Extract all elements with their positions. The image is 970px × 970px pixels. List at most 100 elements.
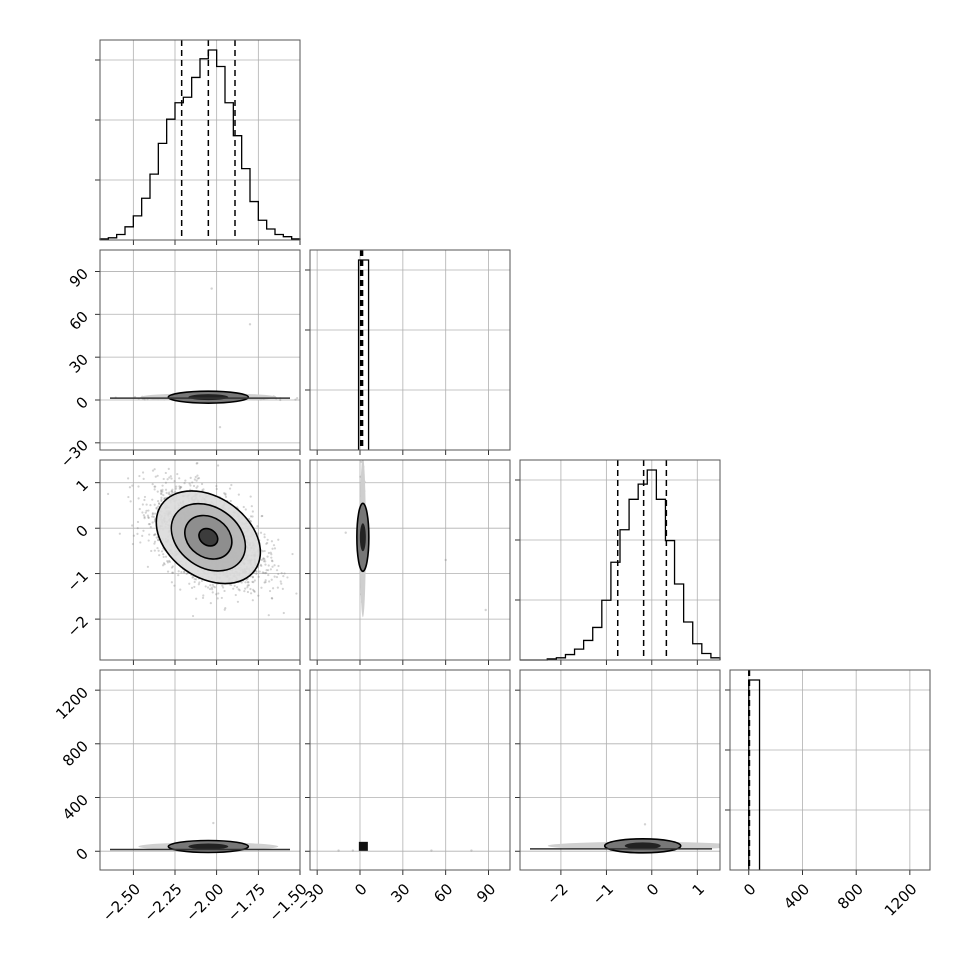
sample-point — [251, 580, 254, 584]
sample-point — [160, 492, 163, 496]
sample-point — [170, 477, 173, 480]
contour — [356, 502, 370, 573]
sample-point — [246, 584, 249, 587]
sample-point — [261, 550, 264, 553]
sample-point — [263, 549, 266, 553]
sample-point — [263, 558, 266, 561]
sample-point — [148, 523, 151, 526]
density-2-0 — [106, 456, 298, 618]
sample-point — [131, 542, 134, 546]
sample-point — [243, 590, 246, 593]
sample-point — [242, 505, 245, 509]
sample-point — [191, 576, 194, 579]
sample-point — [163, 496, 166, 500]
panel-2-1 — [305, 459, 511, 665]
sample-point — [270, 553, 273, 556]
contour — [155, 490, 262, 585]
sample-point — [215, 484, 218, 488]
sample-point — [141, 471, 145, 474]
sample-point — [179, 588, 182, 591]
y-tick-label: 400 — [59, 791, 92, 824]
sample-point — [136, 532, 139, 535]
sample-point — [196, 477, 199, 480]
sample-point — [171, 565, 174, 568]
sample-point — [237, 493, 240, 496]
sample-point — [268, 580, 271, 583]
sample-point — [295, 592, 298, 595]
sample-point — [200, 482, 204, 486]
sample-point — [246, 590, 250, 594]
sample-point — [180, 570, 183, 574]
sample-point — [264, 581, 267, 584]
sample-point — [168, 560, 171, 563]
sample-point — [164, 555, 168, 558]
sample-point — [118, 532, 121, 535]
axes-frame — [519, 459, 721, 661]
sample-point — [256, 525, 259, 528]
sample-point — [156, 474, 159, 477]
sample-point — [230, 583, 233, 587]
sample-point — [162, 555, 165, 559]
histogram-3 — [748, 679, 761, 870]
x-tick-label: −2.50 — [99, 880, 144, 925]
sample-point — [169, 475, 172, 478]
sample-point — [142, 529, 145, 532]
axes-frame — [99, 669, 301, 871]
sample-point — [251, 515, 254, 518]
sample-point — [171, 571, 175, 574]
axes-frame — [99, 249, 301, 451]
sample-point — [162, 553, 165, 556]
sample-point — [267, 614, 270, 617]
sample-point — [224, 607, 227, 610]
sample-point — [247, 581, 250, 584]
sample-point — [262, 560, 266, 563]
sample-point — [222, 586, 225, 589]
sample-point — [145, 503, 148, 506]
density-3-2 — [530, 823, 720, 854]
outlier-point — [470, 849, 473, 852]
sample-point — [159, 489, 163, 492]
sample-point — [136, 520, 140, 524]
sample-point — [184, 479, 187, 482]
contour — [184, 514, 233, 560]
sample-point — [174, 490, 177, 494]
sample-point — [188, 582, 191, 585]
sample-point — [150, 549, 153, 553]
density-core — [358, 841, 368, 851]
sample-point — [156, 546, 159, 550]
sample-point — [215, 487, 218, 491]
sample-point — [168, 491, 171, 494]
sample-point — [158, 502, 161, 506]
y-tick-label: 30 — [66, 350, 92, 376]
sample-point — [147, 516, 150, 519]
sample-point — [164, 471, 167, 475]
density-3-1 — [337, 841, 473, 852]
contour — [167, 390, 250, 404]
sample-point — [249, 495, 252, 498]
sample-point — [286, 576, 289, 579]
sample-point — [270, 578, 273, 581]
sample-point — [252, 589, 256, 593]
sample-point — [232, 587, 235, 590]
sample-point — [266, 541, 269, 545]
sample-point — [185, 572, 188, 575]
sample-point — [168, 476, 171, 479]
sample-point — [264, 579, 267, 582]
sample-point — [166, 560, 169, 563]
axes-frame — [309, 459, 511, 661]
sample-point — [153, 485, 156, 488]
sample-point — [149, 526, 152, 529]
panel-3-2 — [515, 669, 721, 875]
sample-point — [262, 557, 265, 560]
histogram-2 — [520, 469, 721, 661]
sample-point — [117, 456, 119, 458]
sample-point — [271, 547, 274, 550]
sample-point — [263, 533, 266, 536]
contour — [170, 502, 247, 572]
sample-point — [260, 586, 263, 589]
sample-point — [228, 487, 232, 490]
axes-frame — [729, 669, 931, 871]
sample-point — [191, 481, 194, 484]
sample-point — [147, 539, 150, 542]
